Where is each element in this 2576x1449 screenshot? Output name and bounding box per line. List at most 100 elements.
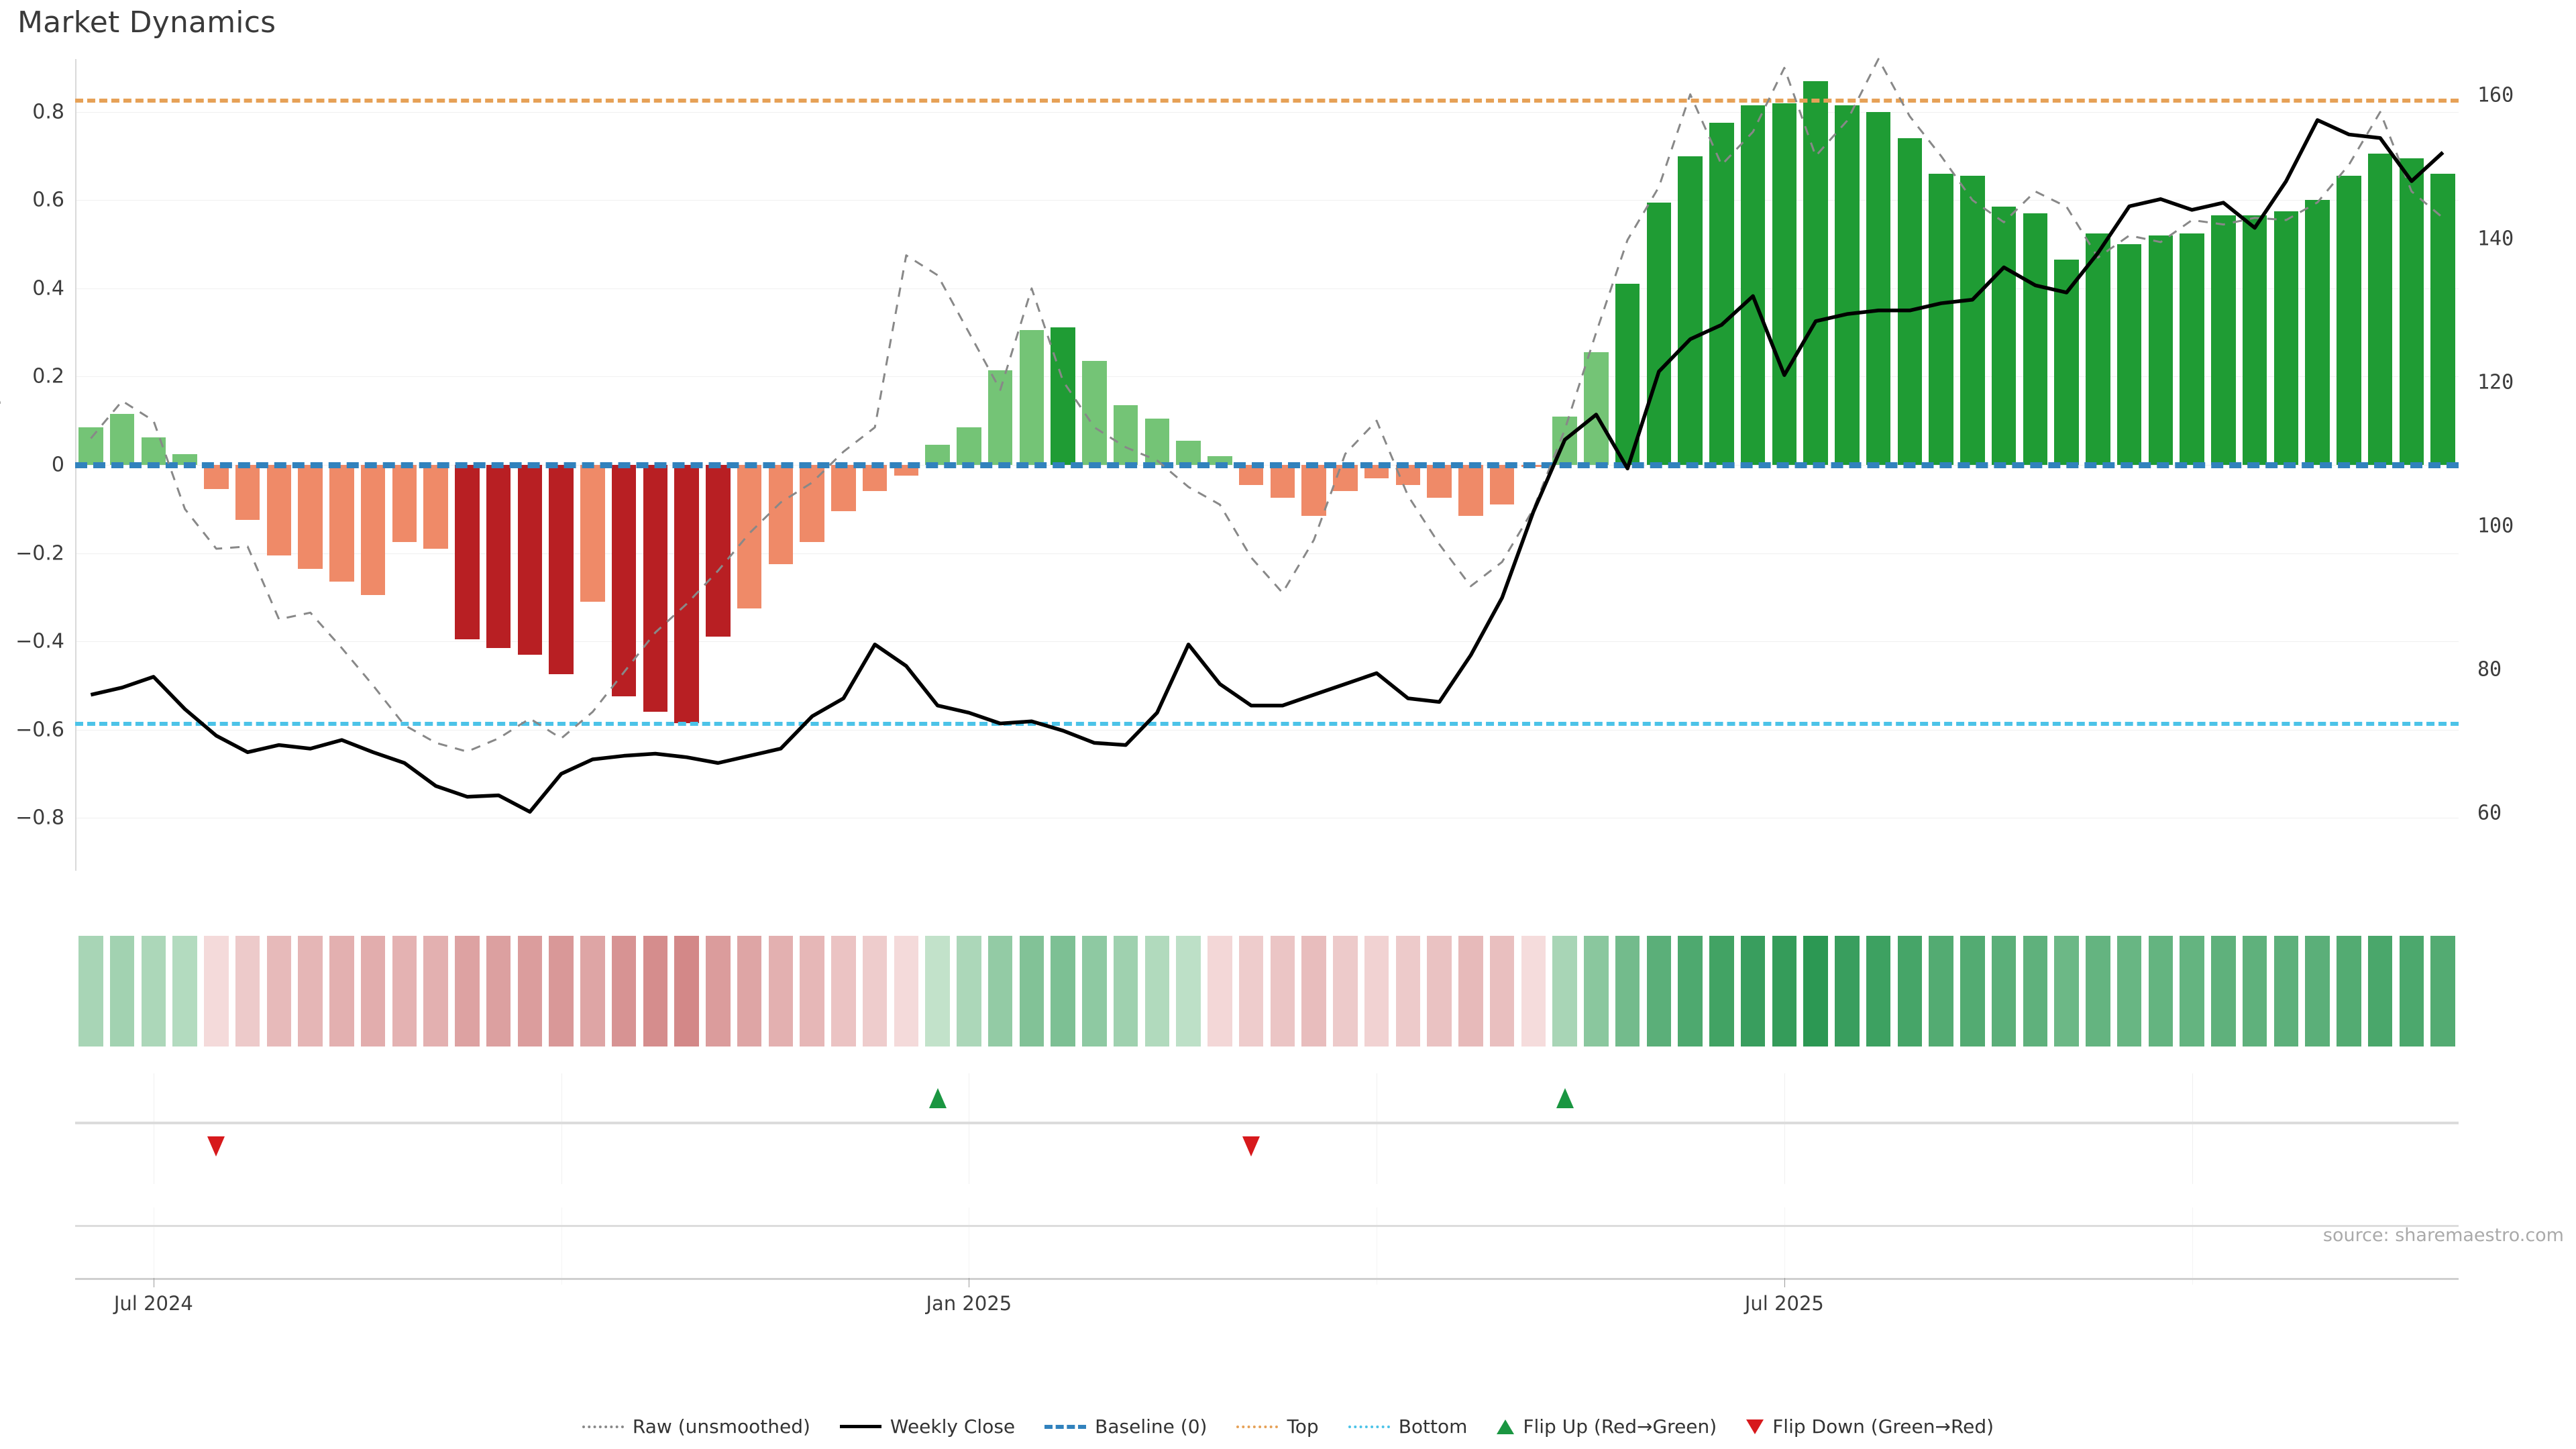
bar xyxy=(1866,111,1891,465)
flip-down-marker[interactable] xyxy=(207,1136,225,1157)
bar xyxy=(298,465,323,569)
heatmap-cell xyxy=(2180,936,2204,1046)
x-axis-tick-label: Jul 2025 xyxy=(1744,1292,1824,1315)
gridline-vertical xyxy=(561,1073,562,1184)
bar xyxy=(987,370,1013,465)
heatmap-cell xyxy=(1991,936,2017,1046)
gridline-horizontal xyxy=(75,111,2459,113)
heatmap-cell xyxy=(894,936,919,1046)
left-axis-tick-label: −0.8 xyxy=(15,806,64,830)
bar xyxy=(1270,465,1295,498)
right-axis-tick-label: 120 xyxy=(2477,370,2514,394)
heatmap-cell xyxy=(2367,936,2393,1046)
legend-item[interactable]: Flip Down (Green→Red) xyxy=(1746,1415,1994,1438)
heatmap-cell xyxy=(1144,936,1170,1046)
heatmap-cell xyxy=(800,936,824,1046)
heatmap-cell xyxy=(172,936,197,1046)
heatmap-cell xyxy=(1333,936,1358,1046)
heatmap-cell xyxy=(1835,936,1860,1046)
gridline-horizontal xyxy=(75,641,2459,643)
flip-panel-midline xyxy=(75,1122,2459,1124)
bar xyxy=(1144,418,1170,465)
bar xyxy=(2116,244,2142,465)
heatmap-cell xyxy=(2242,936,2267,1046)
heatmap-cell xyxy=(78,936,103,1046)
heatmap-cell xyxy=(266,936,292,1046)
flip-up-marker[interactable] xyxy=(1556,1088,1574,1108)
bar xyxy=(2211,215,2236,465)
bar xyxy=(455,465,480,639)
bar xyxy=(611,465,637,697)
gridline-vertical xyxy=(1784,1073,1785,1184)
legend-item[interactable]: Raw (unsmoothed) xyxy=(582,1415,810,1438)
legend-item[interactable]: Flip Up (Red→Green) xyxy=(1497,1415,1717,1438)
top-reference-line xyxy=(75,99,2459,103)
right-axis-tick-label: 140 xyxy=(2477,227,2514,251)
gridline-horizontal xyxy=(75,553,2459,554)
heatmap-cell xyxy=(549,936,574,1046)
bar xyxy=(204,465,229,490)
heatmap-cell xyxy=(1960,936,1985,1046)
bar xyxy=(1897,138,1923,465)
right-axis-tick-label: 80 xyxy=(2477,657,2502,682)
heatmap-cell xyxy=(141,936,166,1046)
bar xyxy=(2305,200,2330,465)
heatmap-cell xyxy=(706,936,731,1046)
left-axis-tick-label: −0.6 xyxy=(15,718,64,742)
heatmap-cell xyxy=(2116,936,2142,1046)
bar xyxy=(1740,105,1766,465)
heatmap-cell xyxy=(1082,936,1107,1046)
heatmap-cell xyxy=(360,936,386,1046)
legend-item[interactable]: Bottom xyxy=(1348,1415,1467,1438)
bar xyxy=(329,465,354,582)
heatmap-cell xyxy=(1427,936,1452,1046)
heatmap-cell xyxy=(1301,936,1326,1046)
bar xyxy=(1458,465,1483,516)
heatmap-cell xyxy=(1113,936,1138,1046)
heatmap-cell xyxy=(2273,936,2299,1046)
bar xyxy=(1333,465,1358,492)
left-axis-tick-label: 0.6 xyxy=(32,188,64,212)
triangle-down-icon xyxy=(1746,1419,1764,1434)
heatmap-cell xyxy=(2430,936,2455,1046)
gridline-horizontal xyxy=(75,729,2459,731)
legend-item[interactable]: Weekly Close xyxy=(839,1415,1015,1438)
bar xyxy=(768,465,794,564)
bar xyxy=(1113,405,1138,465)
bar xyxy=(800,465,824,543)
bar xyxy=(517,465,543,655)
heatmap-cell xyxy=(1238,936,1264,1046)
legend-label: Baseline (0) xyxy=(1095,1415,1208,1438)
heatmap-cell xyxy=(2054,936,2079,1046)
heatmap-cell xyxy=(1584,936,1609,1046)
heatmap-cell xyxy=(1489,936,1515,1046)
heatmap-cell xyxy=(768,936,794,1046)
heatmap-cell xyxy=(643,936,668,1046)
bar xyxy=(1960,176,1985,465)
heatmap-cell xyxy=(1019,936,1044,1046)
heatmap-cell xyxy=(611,936,637,1046)
bar xyxy=(1019,330,1044,465)
heatmap-cell xyxy=(580,936,605,1046)
legend-item[interactable]: Baseline (0) xyxy=(1044,1415,1207,1438)
heatmap-cell xyxy=(455,936,480,1046)
bar xyxy=(235,465,260,521)
legend-item[interactable]: Top xyxy=(1236,1415,1319,1438)
heatmap-cell xyxy=(109,936,135,1046)
flip-down-marker[interactable] xyxy=(1242,1136,1260,1157)
bar xyxy=(2148,235,2174,465)
heatmap-cell xyxy=(1270,936,1295,1046)
bar xyxy=(2399,158,2424,465)
bottom-panel-topline xyxy=(75,1225,2459,1227)
bar xyxy=(706,465,731,637)
bar xyxy=(1051,327,1075,465)
legend-label: Raw (unsmoothed) xyxy=(632,1415,810,1438)
heatmap-cell xyxy=(1709,936,1734,1046)
bar xyxy=(1929,173,1953,465)
legend-label: Flip Up (Red→Green) xyxy=(1523,1415,1717,1438)
bar xyxy=(2054,260,2079,465)
gridline-horizontal xyxy=(75,200,2459,201)
flip-up-marker[interactable] xyxy=(928,1088,947,1108)
bar xyxy=(1803,80,1828,465)
heatmap-cell xyxy=(1458,936,1483,1046)
